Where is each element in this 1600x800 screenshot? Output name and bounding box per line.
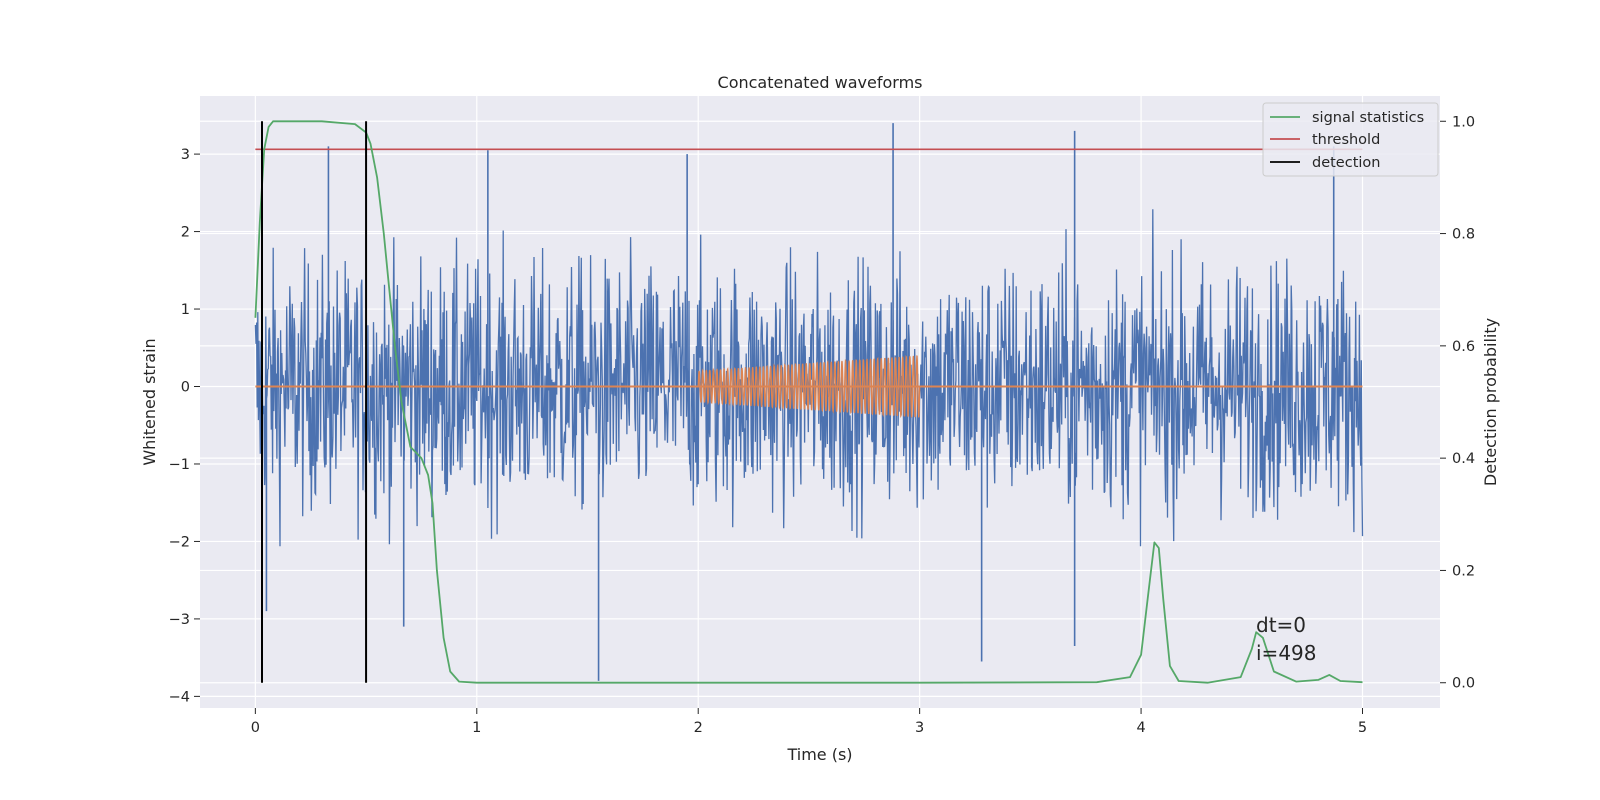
x-axis-label: Time (s) bbox=[786, 745, 852, 764]
y-tick-label: −2 bbox=[169, 534, 190, 550]
y-axis-label: Whitened strain bbox=[140, 338, 159, 465]
signal-statistics-line bbox=[254, 120, 1363, 684]
y-tick-label: 0 bbox=[181, 380, 190, 396]
y-tick-label: −4 bbox=[169, 689, 190, 705]
legend-label-signal-statistics: signal statistics bbox=[1312, 110, 1424, 126]
x-tick-label: 5 bbox=[1358, 720, 1367, 736]
annotation-dt: dt=0 bbox=[1256, 613, 1306, 637]
annotation: dt=0 i=498 bbox=[1256, 613, 1317, 665]
legend-label-detection: detection bbox=[1312, 155, 1380, 171]
y-right-tick-label: 0.8 bbox=[1452, 227, 1475, 243]
x-tick-label: 3 bbox=[915, 720, 924, 736]
x-tick-label: 0 bbox=[251, 720, 260, 736]
x-tick-label: 1 bbox=[472, 720, 481, 736]
x-tick-label: 4 bbox=[1136, 720, 1145, 736]
y-tick-label: −3 bbox=[169, 612, 190, 628]
detection-series bbox=[261, 121, 368, 683]
y-right-axis-label: Detection probability bbox=[1481, 318, 1500, 486]
y-tick-label: 2 bbox=[181, 225, 190, 241]
x-axis-ticks: 0 1 2 3 4 5 bbox=[251, 708, 1367, 736]
legend-box bbox=[1262, 102, 1439, 177]
waveform-chirp bbox=[697, 355, 921, 419]
y-right-axis-ticks: 0.0 0.2 0.4 0.6 0.8 1.0 bbox=[1440, 114, 1475, 692]
y-right-tick-label: 0.0 bbox=[1452, 676, 1475, 692]
y-tick-label: 1 bbox=[181, 302, 190, 318]
y-tick-label: −1 bbox=[169, 457, 190, 473]
x-tick-label: 2 bbox=[694, 720, 703, 736]
y-right-tick-label: 0.4 bbox=[1452, 451, 1475, 467]
y-tick-label: 3 bbox=[181, 147, 190, 163]
legend-label-threshold: threshold bbox=[1312, 132, 1380, 148]
y-right-tick-label: 1.0 bbox=[1452, 114, 1475, 130]
y-axis-ticks: −4 −3 −2 −1 0 1 2 3 bbox=[169, 147, 200, 705]
legend: signal statistics threshold detection bbox=[1262, 102, 1439, 177]
y-right-tick-label: 0.6 bbox=[1452, 339, 1475, 355]
chart-title: Concatenated waveforms bbox=[718, 73, 923, 92]
y-right-tick-label: 0.2 bbox=[1452, 563, 1475, 579]
injected-waveform-series bbox=[255, 355, 1363, 419]
annotation-index: i=498 bbox=[1256, 641, 1317, 665]
signal-statistics-series bbox=[254, 120, 1363, 684]
